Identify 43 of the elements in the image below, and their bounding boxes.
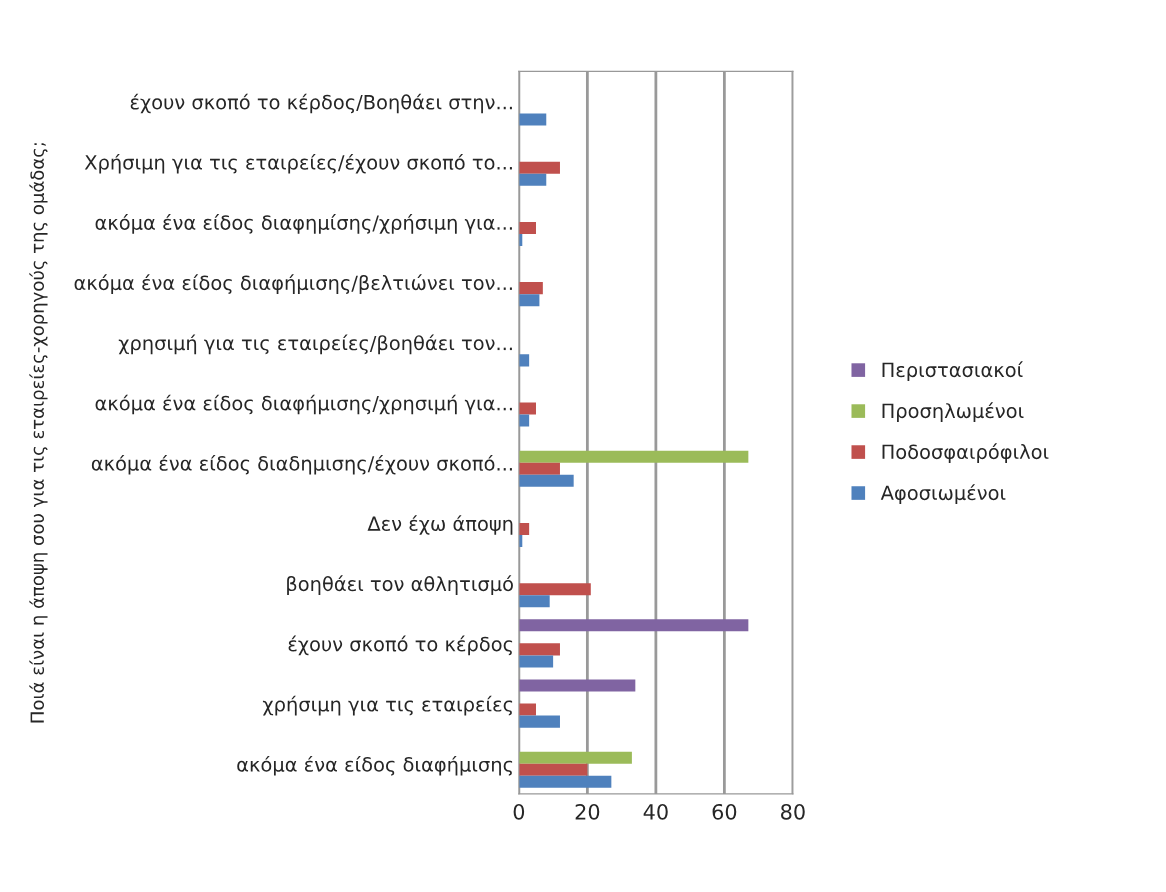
bar [518,161,560,174]
y-axis-title: Ποιά είναι η άποψη σου για τις εταιρείες-χορηγούς της ομάδας; [29,143,48,723]
legend-label: Ποδοσφαιρόφιλοι [882,443,1049,463]
bar [518,583,591,596]
bar [518,173,547,186]
bar [518,775,612,788]
bar [518,679,636,692]
bar [518,221,536,234]
y-tick-label: ακόμα ένα είδος διαφήμισης [237,756,513,776]
y-tick-label: ακόμα ένα είδος διαδημισης/έχουν σκοπό... [91,454,512,475]
y-tick-label: ακόμα ένα είδος διαφήμισης/βελτιώνει τον... [74,274,512,294]
bar [518,715,560,728]
bar [518,462,560,475]
y-tick-label: χρήσιμη για τις εταιρείες [262,695,513,716]
y-tick-label: ακόμα ένα είδος διαφημίσης/χρήσιμη για... [95,214,512,234]
bar [518,294,540,307]
y-tick-label: έχουν σκοπό το κέρδος [288,635,513,656]
y-tick-label: βοηθάει τον αθλητισμό [287,575,513,595]
y-tick-label: Χρήσιμη για τις εταιρείες/έχουν σκοπό το... [84,153,512,174]
bar [518,655,554,668]
x-tick-label: 0 [513,803,525,820]
bar [518,282,543,295]
bar [518,450,749,463]
legend-label: Προσηλωμένοι [882,402,1024,422]
x-tick-label: 80 [781,803,805,820]
bar [518,751,632,764]
y-tick-label: Δεν έχω άποψη [367,515,513,535]
legend-label: Αφοσιωμένοι [880,484,1006,504]
y-tick-label: έχουν σκοπό το κέρδος/Βοηθάει στην... [130,93,512,114]
bar [518,402,536,415]
legend-label: Περιστασιακοί [882,361,1023,381]
bar [518,474,574,487]
x-tick-label: 20 [575,803,600,820]
bar [518,619,749,632]
bar [518,643,560,656]
y-tick-label: χρησιμή για τις εταιρείες/βοηθάει τον... [118,334,512,355]
bar [518,703,536,716]
bar [518,595,550,608]
y-tick-label: ακόμα ένα είδος διαφήμισης/χρησιμή για... [95,394,512,415]
x-tick-label: 40 [643,803,668,820]
bar [518,113,547,126]
bar [518,763,588,776]
x-tick-label: 60 [712,803,737,820]
